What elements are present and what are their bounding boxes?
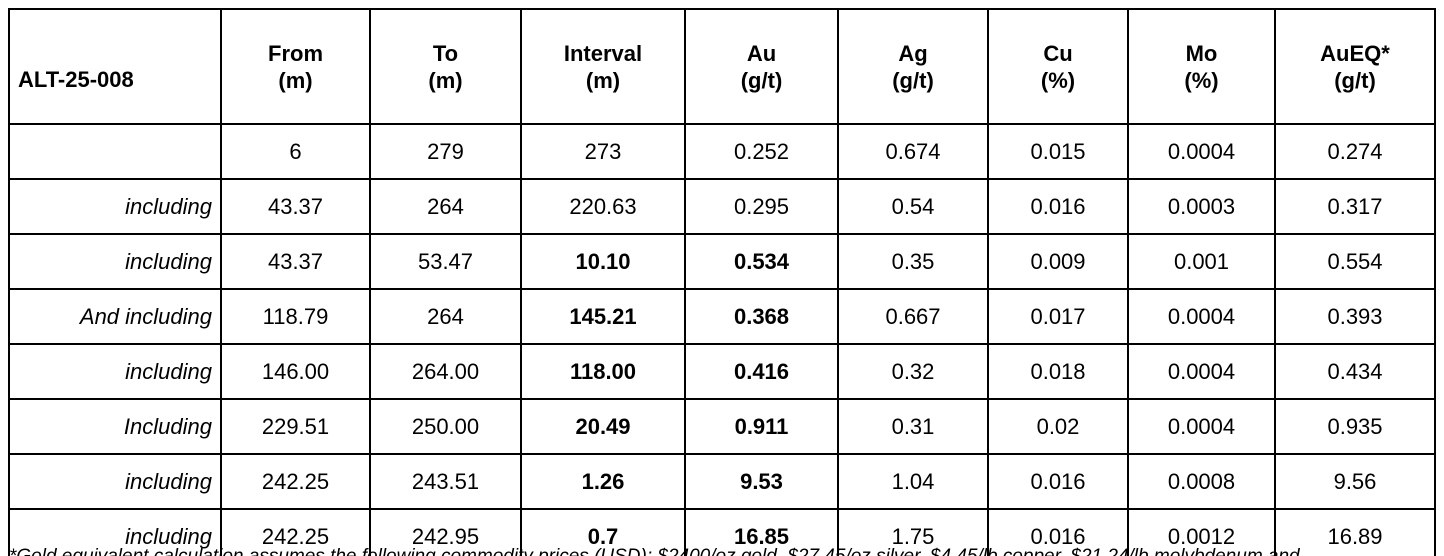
cell: 145.21 — [520, 288, 686, 345]
header-cell: Cu (%) — [987, 8, 1129, 125]
cell: 0.935 — [1274, 398, 1436, 455]
cell: 264.00 — [369, 343, 522, 400]
cell: 264 — [369, 178, 522, 235]
cell: 9.53 — [684, 453, 839, 510]
cell: 0.32 — [837, 343, 989, 400]
cell: 0.54 — [837, 178, 989, 235]
cell: 0.252 — [684, 123, 839, 180]
header-cell: ALT-25-008 — [8, 8, 222, 125]
cell: 0.0003 — [1127, 178, 1276, 235]
cell: 243.51 — [369, 453, 522, 510]
cell: 0.018 — [987, 343, 1129, 400]
cell: 0.35 — [837, 233, 989, 290]
cell: 0.015 — [987, 123, 1129, 180]
cell: 0.667 — [837, 288, 989, 345]
cell: 118.79 — [220, 288, 371, 345]
cell: 0.674 — [837, 123, 989, 180]
cell: 0.295 — [684, 178, 839, 235]
cell: 0.434 — [1274, 343, 1436, 400]
cell: 273 — [520, 123, 686, 180]
cell: 0.0004 — [1127, 343, 1276, 400]
cell: 0.274 — [1274, 123, 1436, 180]
header-cell: Ag (g/t) — [837, 8, 989, 125]
cell: 0.534 — [684, 233, 839, 290]
cell: 16.85 — [684, 508, 839, 556]
table-row: Including 229.51 250.00 20.49 0.911 0.31 0.02 0… — [8, 398, 1436, 455]
cell: 9.56 — [1274, 453, 1436, 510]
table-row: 6 279 273 0.252 0.674 0.015 0.0004 0.274 — [8, 123, 1436, 180]
row-label: including — [8, 233, 222, 290]
row-label: And including — [8, 288, 222, 345]
cell: 1.04 — [837, 453, 989, 510]
cell: 53.47 — [369, 233, 522, 290]
cell: 0.368 — [684, 288, 839, 345]
header-cell: To (m) — [369, 8, 522, 125]
cell: 0.393 — [1274, 288, 1436, 345]
cell: 0.554 — [1274, 233, 1436, 290]
cell: 250.00 — [369, 398, 522, 455]
cell: 0.017 — [987, 288, 1129, 345]
table-row: including 146.00 264.00 118.00 0.416 0.32 0.01… — [8, 343, 1436, 400]
cell: 0.416 — [684, 343, 839, 400]
cell: 0.009 — [987, 233, 1129, 290]
table-row: including 242.25 242.95 0.7 16.85 1.75 0.016 0.… — [8, 508, 1436, 556]
cell: 118.00 — [520, 343, 686, 400]
cell: 0.0012 — [1127, 508, 1276, 556]
cell: 0.02 — [987, 398, 1129, 455]
cell: 0.001 — [1127, 233, 1276, 290]
header-row: ALT-25-008 From (m) To (m) Interval (m) Au (… — [8, 8, 1436, 125]
header-cell: Interval (m) — [520, 8, 686, 125]
cell: 242.25 — [220, 453, 371, 510]
cell: 0.0004 — [1127, 288, 1276, 345]
cell: 0.0004 — [1127, 123, 1276, 180]
table-row: And including 118.79 264 145.21 0.368 0.667 0.… — [8, 288, 1436, 345]
results-table: ALT-25-008 From (m) To (m) Interval (m) Au (… — [8, 8, 1436, 556]
cell: 0.317 — [1274, 178, 1436, 235]
row-label: including — [8, 343, 222, 400]
cell: 16.89 — [1274, 508, 1436, 556]
row-label: including — [8, 453, 222, 510]
table-row: including 242.25 243.51 1.26 9.53 1.04 0.016 0.… — [8, 453, 1436, 510]
cell: 264 — [369, 288, 522, 345]
table-row: including 43.37 264 220.63 0.295 0.54 0.016 0.0… — [8, 178, 1436, 235]
cell: 1.75 — [837, 508, 989, 556]
row-label: including — [8, 178, 222, 235]
cell: 146.00 — [220, 343, 371, 400]
cell: 0.0008 — [1127, 453, 1276, 510]
header-cell: AuEQ* (g/t) — [1274, 8, 1436, 125]
cell: 0.016 — [987, 508, 1129, 556]
header-cell: Mo (%) — [1127, 8, 1276, 125]
row-label: Including — [8, 398, 222, 455]
cell: 0.31 — [837, 398, 989, 455]
cell: 6 — [220, 123, 371, 180]
cell: 43.37 — [220, 178, 371, 235]
table-row: including 43.37 53.47 10.10 0.534 0.35 0.009 0.… — [8, 233, 1436, 290]
cell: 220.63 — [520, 178, 686, 235]
cell: 0.7 — [520, 508, 686, 556]
cell: 279 — [369, 123, 522, 180]
cell: 242.25 — [220, 508, 371, 556]
cell: 1.26 — [520, 453, 686, 510]
cell: 229.51 — [220, 398, 371, 455]
cell: 0.016 — [987, 453, 1129, 510]
cell: 0.911 — [684, 398, 839, 455]
cell: 0.0004 — [1127, 398, 1276, 455]
cell: 0.016 — [987, 178, 1129, 235]
row-label: including — [8, 508, 222, 556]
table-body: 6 279 273 0.252 0.674 0.015 0.0004 0.274 includi… — [8, 123, 1436, 556]
footnote: *Gold equivalent calculation assumes the… — [9, 546, 1300, 556]
cell: 43.37 — [220, 233, 371, 290]
cell: 242.95 — [369, 508, 522, 556]
row-label — [8, 123, 222, 180]
cell: 20.49 — [520, 398, 686, 455]
header-cell: From (m) — [220, 8, 371, 125]
header-cell: Au (g/t) — [684, 8, 839, 125]
cell: 10.10 — [520, 233, 686, 290]
